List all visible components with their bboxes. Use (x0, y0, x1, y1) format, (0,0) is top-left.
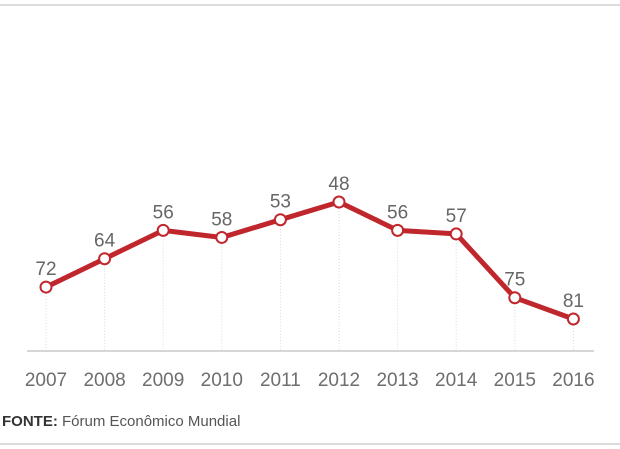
data-label-2011: 53 (270, 192, 291, 213)
x-tick-2013: 2013 (376, 370, 418, 391)
data-point-2008 (98, 252, 112, 266)
x-tick-2010: 2010 (201, 370, 243, 391)
data-label-2016: 81 (563, 291, 584, 312)
x-tick-2014: 2014 (435, 370, 478, 391)
rank-line-chart: 72 64 56 58 53 48 56 57 75 81 2007 2008 2009 2010 201… (25, 174, 595, 391)
x-tick-2009: 2009 (142, 370, 184, 391)
data-label-2014: 57 (446, 206, 467, 227)
data-point-2007 (39, 280, 53, 294)
data-label-2010: 58 (211, 209, 232, 230)
data-label-2015: 75 (504, 270, 525, 291)
data-label-2007: 72 (35, 259, 56, 280)
data-point-2013 (391, 223, 405, 237)
bottom-divider (0, 443, 620, 445)
data-point-2016 (566, 312, 580, 326)
x-tick-2008: 2008 (83, 370, 125, 391)
data-label-2008: 64 (94, 231, 116, 252)
source-note: FONTE: Fórum Econômico Mundial (2, 413, 240, 430)
x-tick-2016: 2016 (552, 370, 594, 391)
data-point-2009 (156, 223, 170, 237)
data-point-2012 (332, 195, 346, 209)
data-label-2012: 48 (328, 174, 349, 195)
data-points (39, 195, 580, 326)
data-label-2013: 56 (387, 202, 408, 223)
gridlines (45, 208, 574, 351)
source-label: FONTE: (2, 413, 58, 430)
data-point-2014 (449, 227, 463, 241)
source-text: Fórum Econômico Mundial (62, 413, 241, 430)
top-divider (0, 4, 620, 6)
data-labels: 72 64 56 58 53 48 56 57 75 81 (35, 174, 584, 312)
x-tick-2011: 2011 (260, 370, 301, 391)
series-path (43, 199, 576, 322)
data-point-2015 (508, 291, 522, 305)
x-tick-2007: 2007 (25, 370, 67, 391)
data-point-2011 (273, 213, 287, 227)
x-tick-labels: 2007 2008 2009 2010 2011 2012 2013 2014 2015 2016 (25, 370, 595, 391)
x-tick-2012: 2012 (318, 370, 360, 391)
x-tick-2015: 2015 (494, 370, 536, 391)
data-label-2009: 56 (153, 202, 174, 223)
series-line (43, 199, 576, 322)
data-point-2010 (215, 230, 229, 244)
